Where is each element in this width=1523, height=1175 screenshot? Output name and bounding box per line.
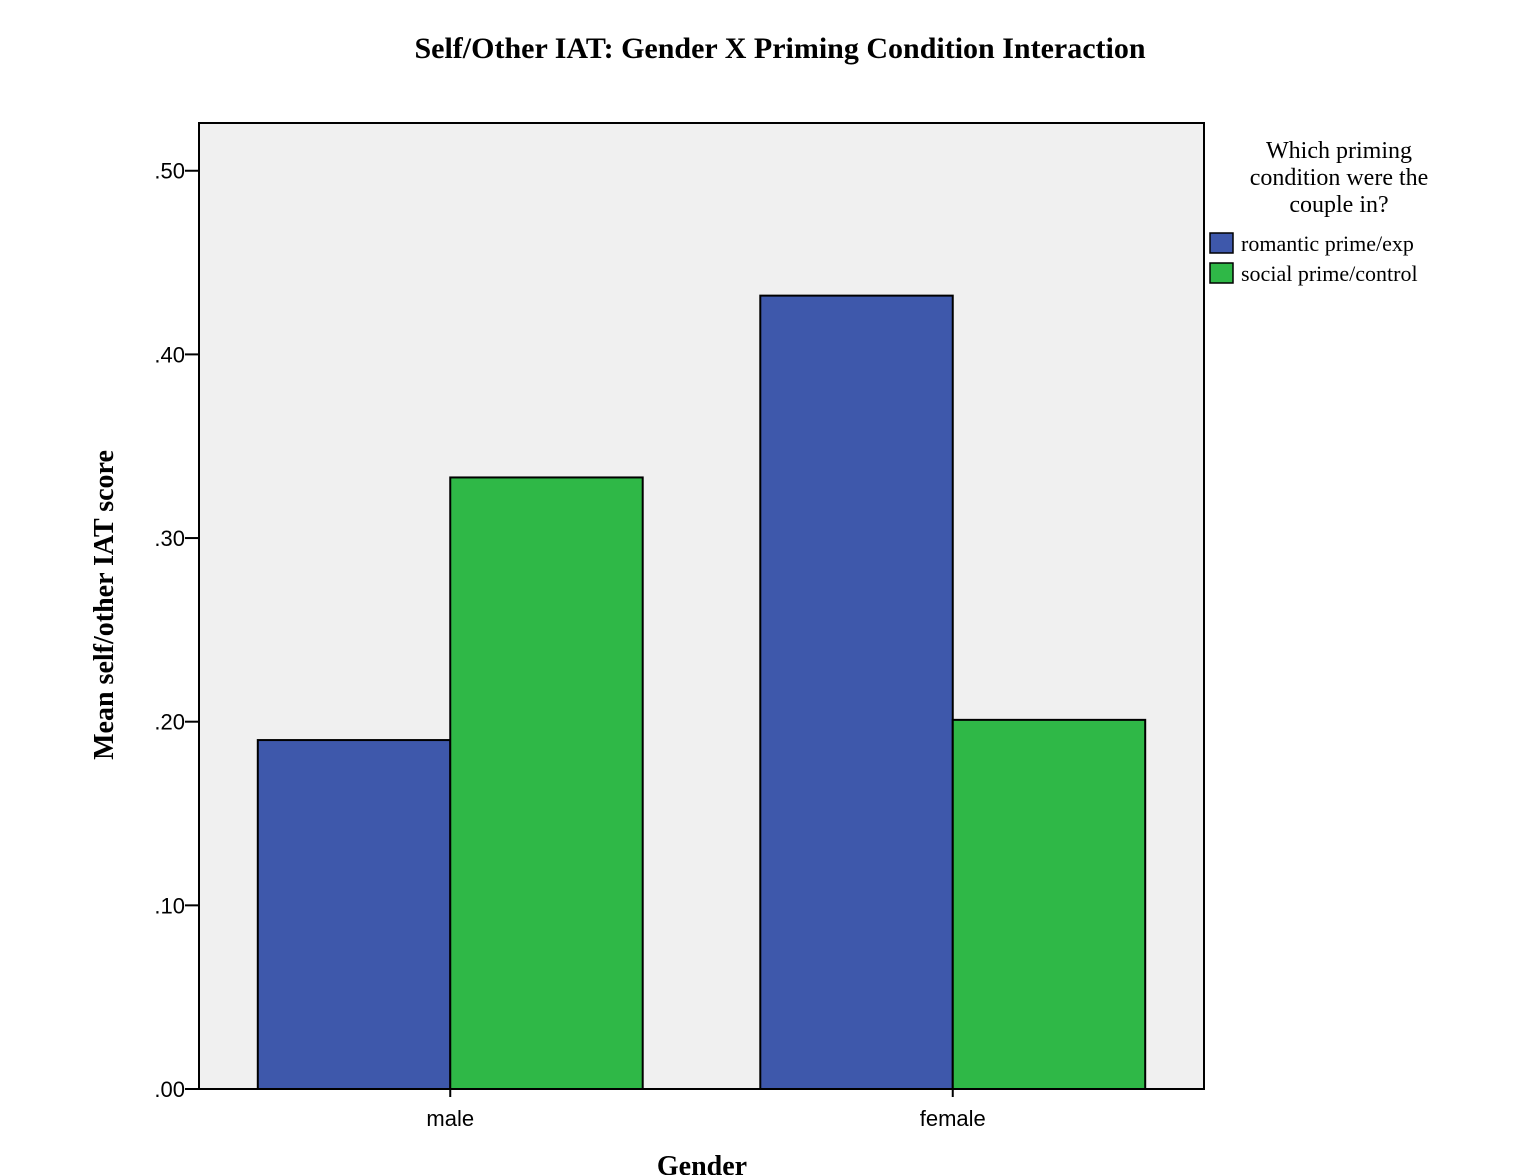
x-tick-label: male: [426, 1106, 474, 1131]
y-tick-label: .00: [154, 1077, 185, 1102]
x-axis-label: Gender: [657, 1151, 747, 1175]
legend-label: romantic prime/exp: [1241, 231, 1414, 256]
legend-title-line-1: Which priming: [1266, 138, 1412, 164]
legend-items: romantic prime/exp social prime/control: [1209, 231, 1418, 286]
y-axis-label: Mean self/other IAT score: [89, 450, 120, 760]
y-tick-label: .30: [154, 526, 185, 551]
bar-female-romantic-prime-exp: [759, 294, 954, 1090]
x-axis: male female: [426, 1089, 986, 1131]
legend: Which priming condition were the couple …: [1209, 138, 1429, 286]
legend-title-line-3: couple in?: [1289, 192, 1388, 218]
y-tick-label: .10: [154, 893, 185, 918]
legend-title-line-2: condition were the: [1250, 165, 1429, 191]
legend-swatch: [1209, 262, 1234, 284]
chart-title: Self/Other IAT: Gender X Priming Conditi…: [414, 32, 1145, 65]
bar-male-romantic-prime-exp: [256, 739, 452, 1090]
x-tick-label: female: [920, 1106, 986, 1131]
y-axis: .00 .10 .20 .30 .40 .50: [154, 159, 199, 1102]
y-tick-label: .50: [154, 159, 185, 184]
bars-group: [256, 294, 1147, 1090]
legend-label: social prime/control: [1241, 261, 1418, 286]
bar-male-social-prime-control: [449, 476, 644, 1090]
y-tick-label: .40: [154, 342, 185, 367]
bar-female-social-prime-control: [951, 718, 1147, 1090]
y-tick-label: .20: [154, 710, 185, 735]
legend-swatch: [1209, 232, 1234, 254]
